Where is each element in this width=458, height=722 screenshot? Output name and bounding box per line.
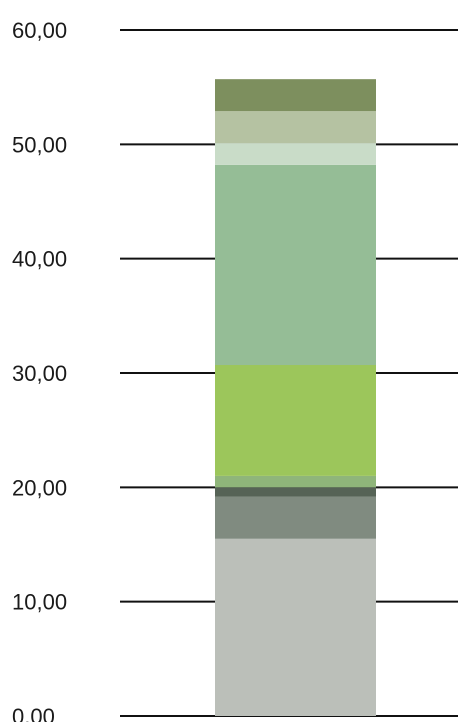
bar-segment-7	[215, 143, 376, 165]
y-tick-label: 0,00	[12, 704, 55, 722]
y-tick-label: 60,00	[12, 18, 67, 43]
bar-segment-9	[215, 79, 376, 112]
stacked-bar	[215, 79, 376, 716]
bar-segment-2	[215, 496, 376, 539]
y-tick-label: 40,00	[12, 247, 67, 272]
y-tick-label: 30,00	[12, 361, 67, 386]
bar-segment-6	[215, 164, 376, 365]
bar-segment-5	[215, 364, 376, 476]
bar-segment-8	[215, 111, 376, 144]
bar-segment-1	[215, 538, 376, 716]
y-tick-label: 20,00	[12, 475, 67, 500]
y-tick-label: 10,00	[12, 590, 67, 615]
bar-segment-4	[215, 475, 376, 488]
y-tick-label: 50,00	[12, 132, 67, 157]
bar-segment-3	[215, 487, 376, 497]
y-axis-tick-labels: 0,00 10,00 20,00 30,00 40,00 50,00 60,00	[12, 18, 67, 722]
